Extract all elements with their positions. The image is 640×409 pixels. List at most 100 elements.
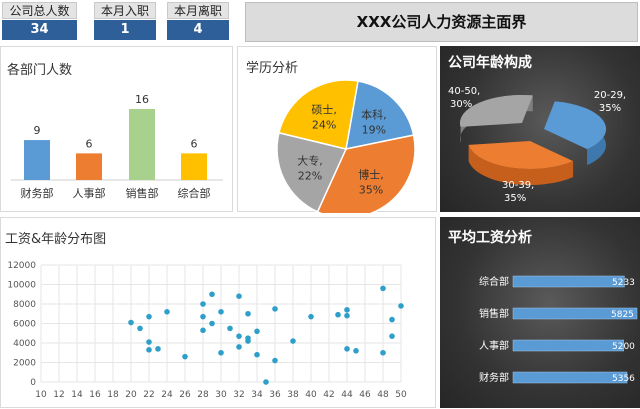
- scatter-x-tick: 22: [143, 390, 154, 400]
- scatter-point: [389, 333, 395, 339]
- edu-slice-label: 大专,: [297, 154, 323, 168]
- edu-pie-slice: [276, 131, 348, 213]
- scatter-x-tick: 36: [269, 390, 281, 400]
- scatter-point: [236, 293, 242, 299]
- scatter-x-tick: 30: [215, 390, 227, 400]
- scatter-point: [344, 312, 350, 319]
- age-slice-top: [544, 101, 606, 150]
- kpi-total-label: 公司总人数: [2, 2, 77, 19]
- dept-chart: 9 财务部 6 人事部 16 销售部 6 综合部: [11, 93, 223, 200]
- scatter-point: [308, 313, 314, 320]
- scatter-y-tick: 12000: [7, 261, 36, 271]
- salary-value-label: 5356: [612, 374, 635, 384]
- scatter-point: [155, 346, 161, 352]
- scatter-point: [200, 301, 206, 307]
- salary-chart-title: 平均工资分析: [448, 230, 532, 246]
- edu-chart: 本科, 19% 博士, 35% 大专, 22% 硕士, 24%: [276, 79, 416, 213]
- edu-slice-pct: 24%: [312, 119, 336, 132]
- scatter-x-tick: 12: [53, 390, 64, 400]
- dept-category-label: 综合部: [178, 186, 211, 200]
- dept-value-label: 16: [135, 93, 149, 106]
- age-chart-title: 公司年龄构成: [448, 55, 532, 71]
- edu-pie-slice: [316, 134, 416, 213]
- salary-bar: [512, 307, 638, 320]
- kpi-left-value: 4: [167, 20, 229, 40]
- salary-category-label: 人事部: [479, 339, 509, 352]
- scatter-point: [389, 316, 395, 323]
- kpi-left-label: 本月离职: [167, 2, 229, 19]
- salary-category-label: 销售部: [479, 307, 509, 320]
- salary-value-label: 5200: [612, 342, 635, 352]
- kpi-joined-label: 本月入职: [94, 2, 156, 19]
- scatter-point: [209, 291, 215, 298]
- scatter-point: [128, 319, 134, 326]
- salary-value-label: 5233: [612, 278, 635, 288]
- scatter-x-tick: 40: [305, 390, 317, 400]
- dept-bar: [76, 153, 102, 180]
- salary-category-label: 财务部: [479, 371, 509, 384]
- scatter-x-tick: 10: [35, 390, 47, 400]
- scatter-point: [380, 285, 386, 292]
- age-slice-label: 30-39,: [502, 180, 534, 191]
- salary-value-label: 5825: [611, 310, 634, 320]
- scatter-point: [182, 353, 188, 360]
- scatter-chart-title: 工资&年龄分布图: [5, 232, 107, 247]
- scatter-x-tick: 48: [377, 390, 389, 400]
- dept-chart-title: 各部门人数: [7, 63, 73, 78]
- scatter-x-tick: 34: [251, 390, 263, 400]
- edu-chart-title: 学历分析: [246, 61, 299, 76]
- age-slice-side: [468, 144, 574, 185]
- scatter-x-tick: 28: [197, 390, 209, 400]
- scatter-x-tick: 42: [323, 390, 334, 400]
- scatter-point: [200, 313, 206, 320]
- kpi-joined-value: 1: [94, 20, 156, 40]
- salary-chart: 综合部 5233 销售部 5825 人事部 5200 财务部 5356: [479, 275, 638, 384]
- edu-slice-label: 硕士,: [311, 104, 337, 117]
- scatter-point: [272, 306, 278, 312]
- dept-value-label: 9: [34, 124, 41, 137]
- scatter-point: [227, 325, 233, 332]
- scatter-chart: 10 12 14 16 18 20 22 24 26 28 30 32 34 36 38 40 42 44 46 48…: [7, 261, 407, 400]
- salary-bar: [512, 371, 628, 384]
- edu-slice-pct: 19%: [362, 123, 386, 136]
- scatter-panel: 工资&年龄分布图 10 12 14 16 18 20 22 24 26 28 30 32 34 36 38 4…: [0, 217, 436, 408]
- scatter-point: [218, 349, 224, 356]
- age-slice-top: [468, 141, 574, 170]
- scatter-point: [263, 379, 269, 385]
- dept-panel: 各部门人数 9 财务部 6 人事部 16 销售部 6 综合部: [0, 46, 233, 212]
- scatter-x-tick: 20: [125, 390, 137, 400]
- scatter-x-tick: 38: [287, 390, 299, 400]
- scatter-y-tick: 2000: [13, 359, 36, 369]
- scatter-y-tick: 0: [30, 378, 36, 388]
- salary-bar: [512, 275, 625, 288]
- scatter-x-tick: 46: [359, 390, 371, 400]
- scatter-point: [245, 338, 251, 344]
- salary-category-label: 综合部: [479, 275, 509, 288]
- scatter-point: [236, 333, 242, 339]
- scatter-point: [146, 347, 152, 353]
- scatter-x-tick: 24: [161, 390, 173, 400]
- edu-panel: 学历分析 本科, 19% 博士, 35% 大专, 22% 硕士, 24%: [237, 46, 437, 213]
- scatter-y-tick: 10000: [7, 281, 36, 291]
- scatter-y-tick: 4000: [13, 339, 36, 349]
- age-slice-label: 20-29,: [594, 90, 626, 101]
- scatter-x-tick: 16: [89, 390, 101, 400]
- scatter-point: [335, 311, 341, 318]
- scatter-point: [137, 325, 143, 332]
- age-slice-pct: 35%: [504, 193, 526, 204]
- scatter-point: [380, 349, 386, 356]
- edu-slice-label: 博士,: [358, 168, 384, 181]
- scatter-x-tick: 44: [341, 390, 353, 400]
- dept-category-label: 财务部: [21, 186, 54, 200]
- kpi-total-value: 34: [2, 20, 77, 40]
- dept-bar: [24, 140, 50, 180]
- dept-bar: [181, 153, 207, 180]
- edu-slice-pct: 22%: [298, 170, 322, 183]
- scatter-point: [245, 310, 251, 317]
- dept-category-label: 销售部: [126, 186, 159, 200]
- scatter-y-tick: 6000: [13, 320, 36, 330]
- scatter-x-tick: 26: [179, 390, 191, 400]
- age-slice-pct: 30%: [450, 99, 472, 110]
- scatter-point: [146, 313, 152, 320]
- dashboard-title: XXX公司人力资源主面界: [245, 2, 638, 42]
